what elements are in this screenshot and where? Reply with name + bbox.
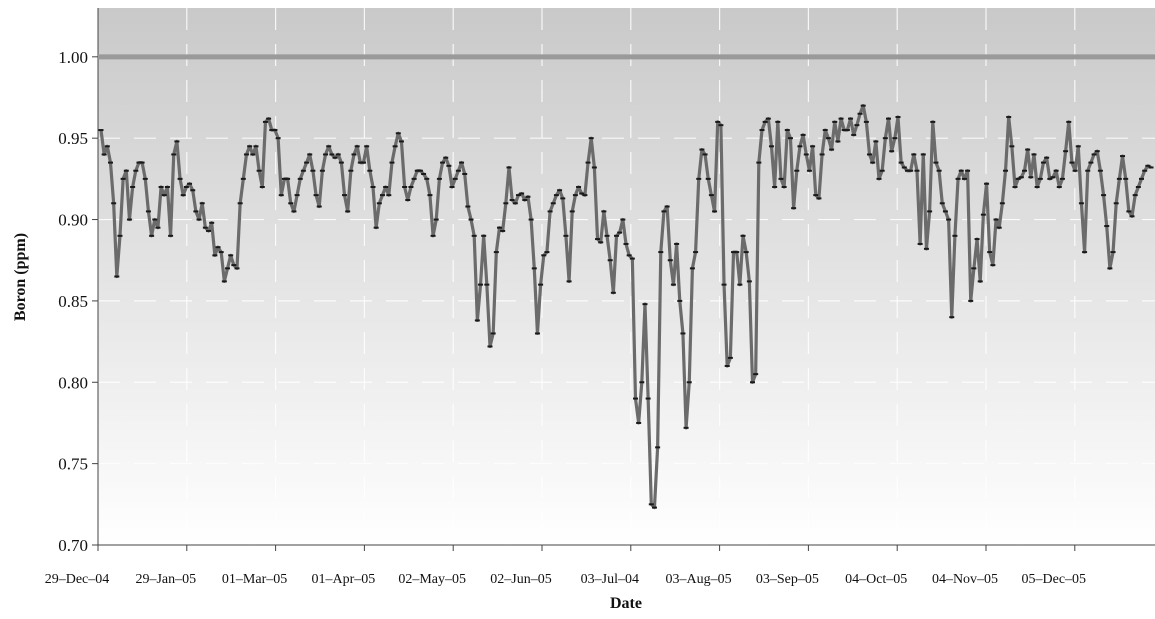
y-tick-label: 0.70 <box>58 536 88 555</box>
y-tick-label: 0.95 <box>58 129 88 148</box>
y-tick-label: 1.00 <box>58 48 88 67</box>
x-tick-label: 05–Dec–05 <box>1022 572 1087 587</box>
x-tick-label: 29–Jan–05 <box>135 572 196 587</box>
y-tick-label: 0.80 <box>58 373 88 392</box>
y-tick-label: 0.90 <box>58 211 88 230</box>
series-boron <box>98 104 1154 510</box>
x-tick-label: 03–Sep–05 <box>756 572 819 587</box>
x-tick-label: 04–Oct–05 <box>845 572 907 587</box>
x-tick-labels: 29–Dec–04 29–Jan–05 01–Mar–05 01–Apr–05 02–M… <box>45 572 1086 587</box>
y-tick-labels: 0.70 0.75 0.80 0.85 0.90 0.95 1.00 <box>58 48 88 555</box>
y-tick-label: 0.75 <box>58 455 88 474</box>
x-tick-label: 01–Apr–05 <box>312 572 376 587</box>
y-tick-label: 0.85 <box>58 292 88 311</box>
x-tick-label: 03–Aug–05 <box>666 572 732 587</box>
x-tick-label: 02–May–05 <box>398 572 466 587</box>
x-tick-label: 02–Jun–05 <box>490 572 551 587</box>
y-axis-title: Boron (ppm) <box>12 233 29 321</box>
x-axis-title: Date <box>610 595 642 612</box>
plot-area <box>98 8 1155 545</box>
x-tick-label: 03–Jul–04 <box>581 572 639 587</box>
x-tick-label: 01–Mar–05 <box>222 572 287 587</box>
axis-ticks <box>92 56 1076 551</box>
x-tick-label: 29–Dec–04 <box>45 572 110 587</box>
x-tick-label: 04–Nov–05 <box>932 572 998 587</box>
